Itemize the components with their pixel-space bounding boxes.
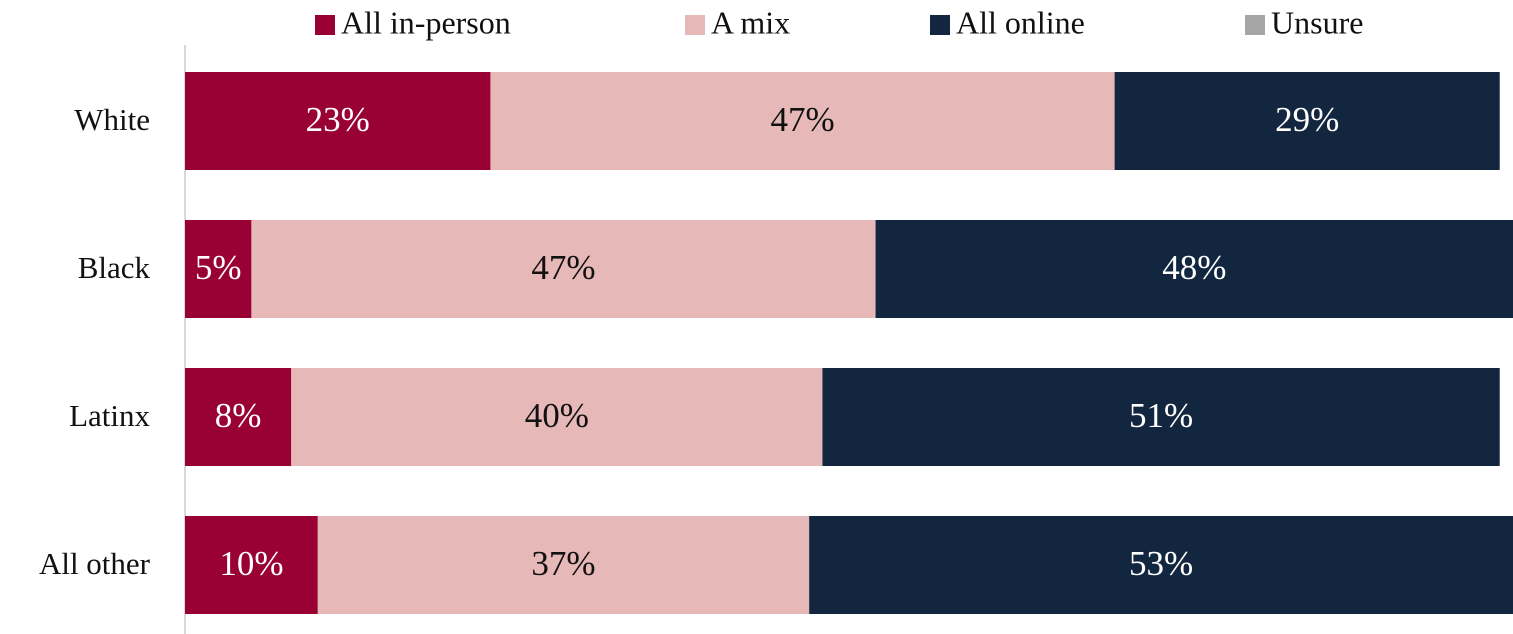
bar-segment [185, 72, 491, 170]
bar-segment [185, 220, 252, 318]
legend-swatch [930, 15, 950, 35]
value-label: 47% [770, 100, 834, 139]
value-label: 8% [215, 396, 262, 435]
category-label: All other [39, 546, 151, 581]
bar-segment [490, 72, 1115, 170]
bar-segment [317, 516, 810, 614]
value-label: 23% [306, 100, 370, 139]
legend-label: All online [956, 4, 1085, 40]
value-label: 5% [195, 248, 242, 287]
bar-segment [185, 516, 318, 614]
legend-label: A mix [711, 4, 790, 40]
bar-segment [251, 220, 876, 318]
bar-segment [1114, 72, 1500, 170]
bar-segment [809, 516, 1513, 614]
value-label: 37% [531, 544, 595, 583]
category-label: Latinx [69, 398, 150, 433]
value-label: 51% [1129, 396, 1193, 435]
value-label: 40% [525, 396, 589, 435]
category-label: White [74, 102, 150, 137]
legend-swatch [1245, 15, 1265, 35]
value-label: 10% [219, 544, 283, 583]
bar-segment [875, 220, 1513, 318]
bar-segment [291, 368, 823, 466]
bar-segment [822, 368, 1500, 466]
category-label: Black [78, 250, 151, 285]
value-label: 53% [1129, 544, 1193, 583]
legend-swatch [685, 15, 705, 35]
value-label: 29% [1275, 100, 1339, 139]
value-label: 47% [531, 248, 595, 287]
legend-label: All in-person [341, 4, 511, 40]
legend-label: Unsure [1271, 4, 1363, 40]
legend-swatch [315, 15, 335, 35]
bar-segment [185, 368, 292, 466]
value-label: 48% [1162, 248, 1226, 287]
